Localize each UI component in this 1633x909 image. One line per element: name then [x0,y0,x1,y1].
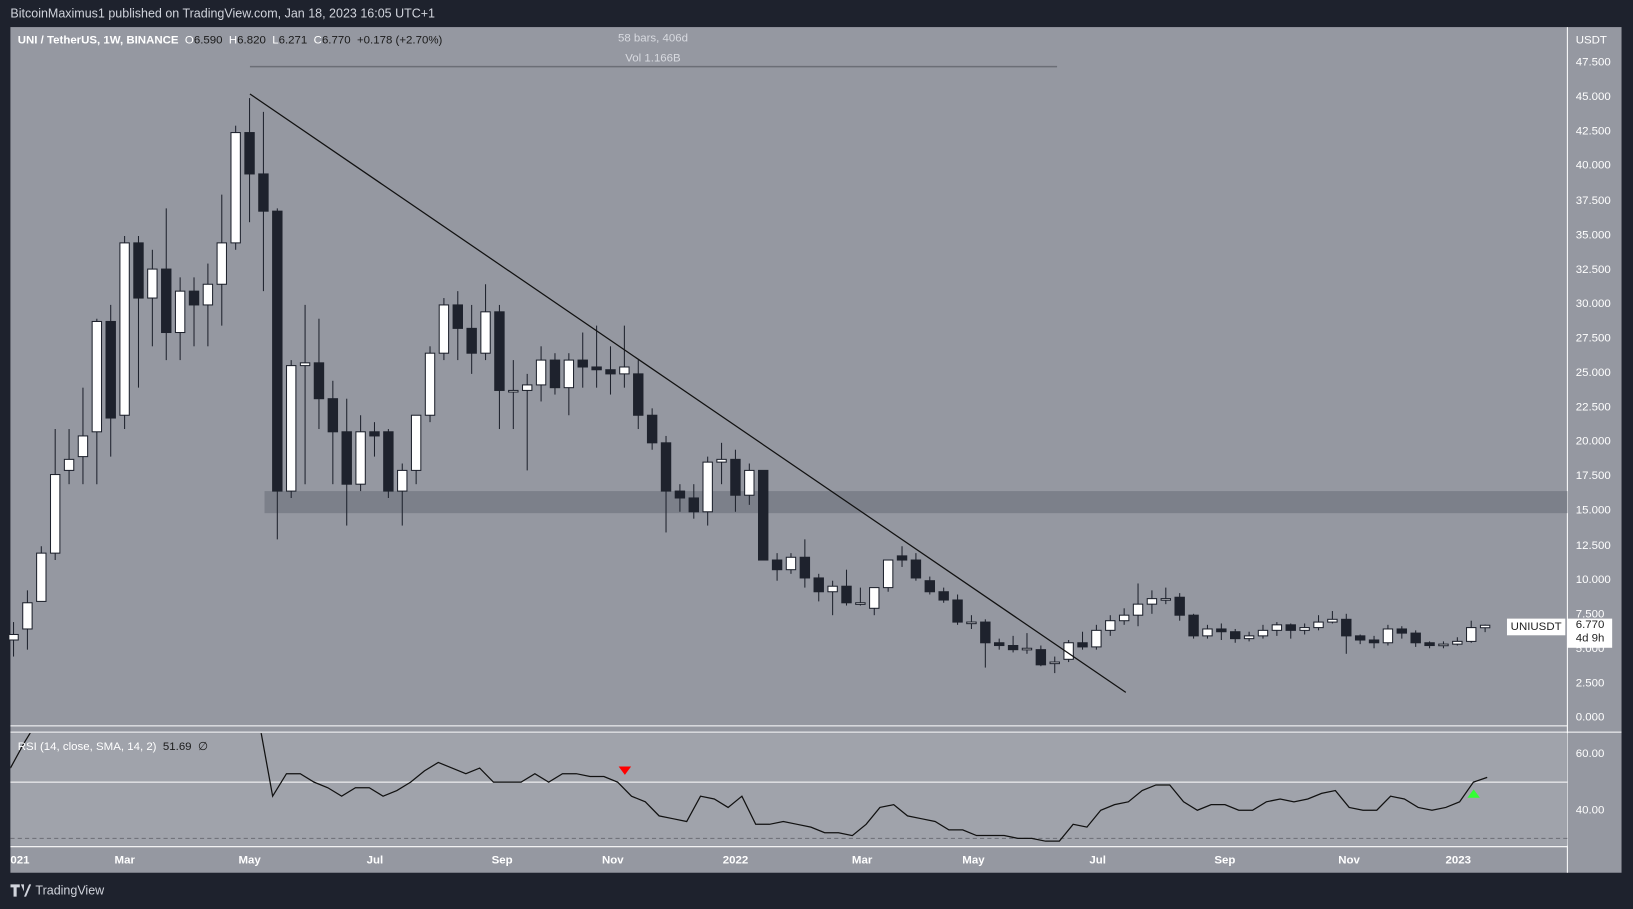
price-tick: 22.500 [1575,401,1611,414]
price-tick: 27.500 [1575,332,1611,345]
change-value: +0.178 (+2.70%) [356,34,443,47]
price-tick: 32.500 [1575,263,1611,276]
price-tick: 12.500 [1575,538,1611,552]
rsi-tick: 60.00 [1575,747,1605,761]
open-value: 6.590 [193,34,223,47]
time-tick: Nov [1338,853,1360,867]
rsi-extra: ∅ [197,740,208,753]
time-tick: May [238,853,261,867]
time-tick: 2023 [1445,853,1472,867]
last-price: 6.770 [1575,618,1605,632]
price-tick: 47.500 [1575,56,1611,69]
low-label: L [272,34,279,47]
bar-countdown: 4d 9h [1575,632,1605,645]
tradingview-logo-icon [10,884,32,897]
time-tick: Jul [1089,853,1106,867]
price-tick: 37.500 [1575,194,1611,207]
price-tick: 35.000 [1575,228,1611,242]
time-tick: Sep [491,853,513,867]
time-tick: Jul [366,853,384,867]
price-tick: 0.000 [1575,711,1605,724]
high-label: H [228,34,238,47]
price-tick: 25.000 [1575,366,1611,380]
price-tick: 20.000 [1575,435,1611,449]
rsi-value: 51.69 [162,740,192,753]
rsi-legend: RSI (14, close, SMA, 14, 2) 51.69 ∅ [17,739,208,753]
price-tick: 2.500 [1575,676,1605,690]
open-label: O [184,34,194,47]
last-price-label: 6.770 4d 9h [1567,618,1613,648]
price-tick: 17.500 [1575,470,1611,483]
price-tick: 40.000 [1575,159,1611,173]
tradingview-logo[interactable]: TradingView [10,883,104,898]
time-tick: Mar [851,853,873,867]
chart-panel[interactable] [10,27,1622,873]
publish-info: BitcoinMaximus1 published on TradingView… [10,6,436,21]
brand-name: TradingView [35,883,105,898]
symbol-price-label: UNIUSDT [1506,618,1566,636]
price-tick: 7.500 [1575,607,1605,621]
time-tick: Sep [1214,853,1236,867]
low-value: 6.271 [278,34,308,47]
high-value: 6.820 [237,34,266,47]
time-tick: May [962,853,985,867]
time-tick: Nov [601,853,624,867]
symbol-title: UNI / TetherUS, 1W, BINANCE [17,34,179,47]
rsi-tick: 40.00 [1575,803,1605,817]
price-tick: 15.000 [1575,504,1611,517]
price-tick: 45.000 [1575,90,1611,104]
close-label: C [313,34,322,47]
time-tick: Mar [114,853,135,867]
time-tick: 021 [10,853,30,867]
symbol-legend: UNI / TetherUS, 1W, BINANCE O6.590 H6.82… [18,34,443,46]
measure-bars: 58 bars, 406d [617,32,689,45]
price-tick: 30.000 [1575,297,1611,311]
price-tick: 42.500 [1575,125,1611,138]
time-tick: 2022 [722,853,749,867]
price-tick: 10.000 [1575,573,1611,586]
measure-volume: Vol 1.166B [625,52,681,65]
rsi-label: RSI (14, close, SMA, 14, 2) [17,740,157,753]
price-axis-unit: USDT [1575,34,1607,47]
close-value: 6.770 [321,34,351,47]
